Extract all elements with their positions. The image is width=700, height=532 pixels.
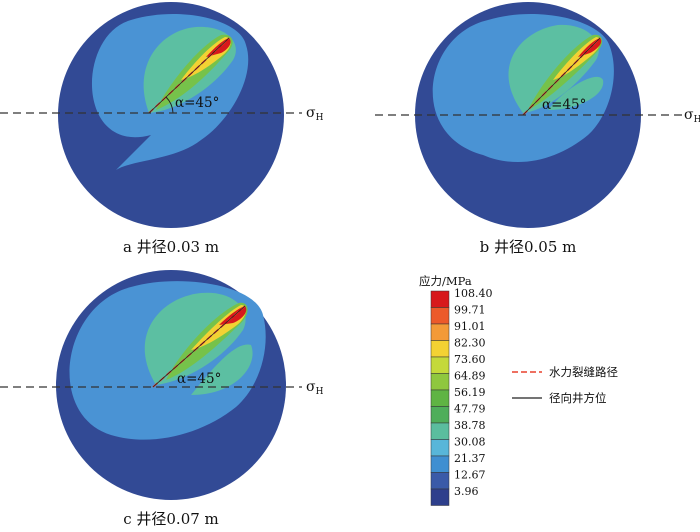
colorbar-swatch: [430, 389, 450, 407]
colorbar-tick-label: 12.67: [454, 469, 486, 482]
colorbar-tick-label: 108.40: [454, 287, 493, 300]
colorbar-tick-label: 82.30: [454, 337, 486, 350]
caption-a: a 井径0.03 m: [123, 238, 219, 256]
colorbar-tick-label: 30.08: [454, 436, 486, 449]
radial-well: [148, 37, 230, 114]
colorbar-tick-label: 3.96: [454, 485, 479, 498]
colorbar-swatch: [430, 323, 450, 341]
colorbar-tick-label: 47.79: [454, 403, 486, 416]
colorbar-swatch: [430, 340, 450, 358]
high-stress-zone: [508, 24, 599, 113]
panel-b: α=45°: [415, 2, 641, 228]
sigma-label-c: σH: [306, 379, 324, 397]
colorbar-swatch: [430, 373, 450, 391]
colorbar: 108.40 99.71 91.01 82.30 73.60 64.89 56.19 47.7…: [430, 287, 493, 506]
panel-a: α=45°: [58, 2, 284, 228]
colorbar-swatch: [430, 439, 450, 457]
angle-label: α=45°: [177, 371, 221, 387]
radial-well: [522, 37, 601, 116]
colorbar-tick-label: 73.60: [454, 353, 486, 366]
panel-c: α=45°: [56, 270, 286, 500]
colorbar-swatch: [430, 472, 450, 490]
colorbar-tick-label: 64.89: [454, 370, 486, 383]
sigma-label-b: σH: [684, 107, 700, 125]
secondary-stress-zone: [548, 76, 604, 110]
secondary-stress-zone: [191, 344, 253, 395]
colorbar-tick-label: 38.78: [454, 419, 486, 432]
colorbar-swatch: [430, 422, 450, 440]
colorbar-tick-label: 56.19: [454, 386, 486, 399]
sigma-label-a: σH: [306, 105, 324, 123]
colorbar-tick-label: 91.01: [454, 320, 486, 333]
colorbar-swatch: [430, 488, 450, 506]
colorbar-title: 应力/MPa: [419, 274, 472, 288]
colorbar-tick-label: 99.71: [454, 304, 486, 317]
legend: 水力裂缝路径 径向井方位: [512, 365, 618, 405]
angle-label: α=45°: [542, 97, 586, 113]
caption-b: b 井径0.05 m: [480, 238, 577, 256]
legend-fracture-path: 水力裂缝路径: [549, 365, 618, 379]
colorbar-swatch: [430, 356, 450, 374]
colorbar-tick-label: 21.37: [454, 452, 486, 465]
legend-radial-well: 径向井方位: [549, 391, 607, 405]
angle-label: α=45°: [175, 95, 219, 111]
colorbar-swatch: [430, 406, 450, 424]
colorbar-swatch: [430, 307, 450, 325]
caption-c: c 井径0.07 m: [123, 510, 219, 528]
radial-well: [152, 305, 246, 388]
colorbar-swatch: [430, 455, 450, 473]
colorbar-swatch: [430, 290, 450, 308]
